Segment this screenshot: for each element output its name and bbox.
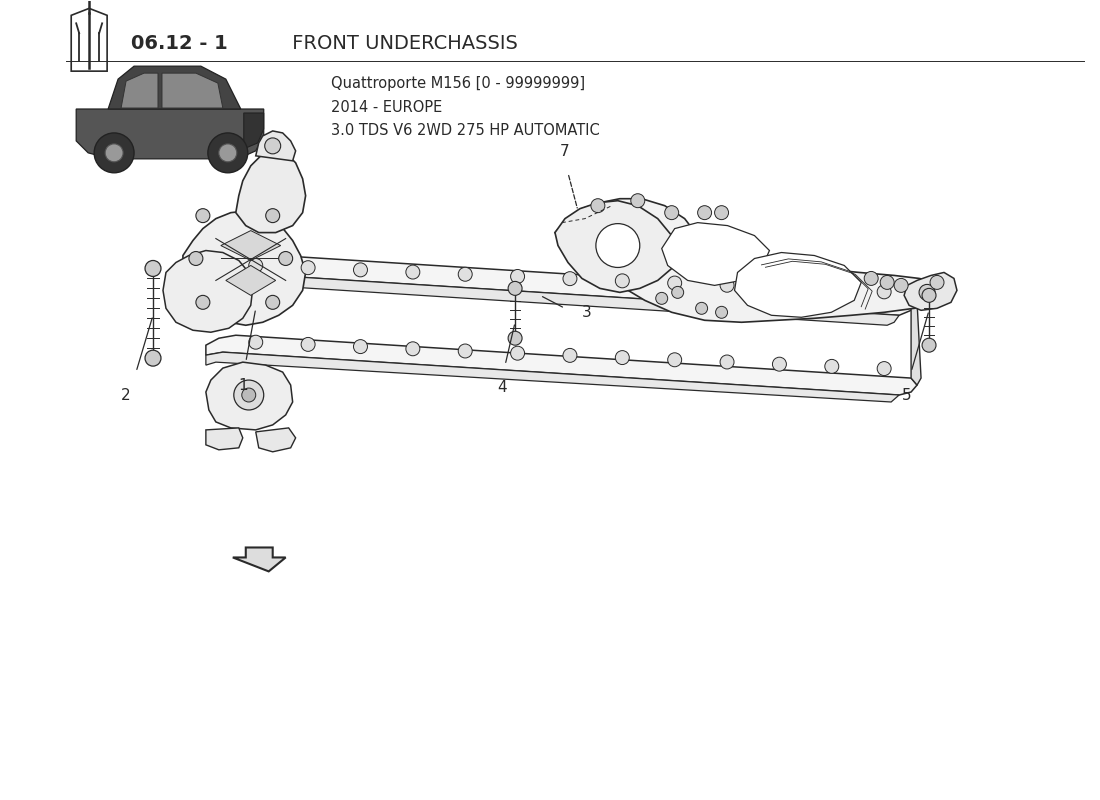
Circle shape [242,388,255,402]
Circle shape [615,274,629,288]
Circle shape [877,285,891,299]
Polygon shape [255,131,296,161]
Polygon shape [76,109,264,159]
Circle shape [196,295,210,310]
Text: 06.12 - 1: 06.12 - 1 [131,34,228,53]
Circle shape [510,346,525,360]
Circle shape [922,338,936,352]
Circle shape [825,282,839,297]
Circle shape [106,144,123,162]
Circle shape [406,265,420,279]
Circle shape [672,286,684,298]
Text: FRONT UNDERCHASSIS: FRONT UNDERCHASSIS [286,34,517,53]
Polygon shape [108,66,241,109]
Text: 3: 3 [582,305,592,320]
Polygon shape [206,273,899,326]
Text: Quattroporte M156 [0 - 99999999]: Quattroporte M156 [0 - 99999999] [331,76,585,90]
Circle shape [720,355,734,369]
Text: 1: 1 [238,378,248,393]
Circle shape [208,133,248,173]
Circle shape [196,209,210,222]
Circle shape [301,261,315,274]
Circle shape [510,270,525,283]
Polygon shape [244,113,264,149]
Polygon shape [556,201,678,292]
Polygon shape [662,222,769,286]
Polygon shape [226,266,276,295]
Circle shape [656,292,668,304]
Circle shape [695,302,707,314]
Circle shape [563,272,576,286]
Circle shape [508,282,522,295]
Circle shape [459,344,472,358]
Circle shape [266,295,279,310]
Circle shape [278,251,293,266]
Circle shape [353,263,367,277]
Polygon shape [162,73,223,108]
Circle shape [697,206,712,220]
Polygon shape [206,428,243,450]
Polygon shape [233,547,286,571]
Circle shape [630,194,645,208]
Circle shape [145,261,161,277]
Circle shape [249,258,263,273]
Polygon shape [206,335,917,395]
Polygon shape [206,352,899,402]
Circle shape [772,281,786,294]
Circle shape [930,275,944,290]
Polygon shape [904,273,957,310]
Polygon shape [911,295,921,385]
Circle shape [920,285,935,300]
Circle shape [249,335,263,349]
Circle shape [668,353,682,366]
Circle shape [615,350,629,365]
Circle shape [894,278,909,292]
Text: 2: 2 [121,388,131,403]
Circle shape [772,357,786,371]
Circle shape [406,342,420,356]
Polygon shape [202,253,914,315]
Text: 4: 4 [497,380,507,395]
Polygon shape [206,362,293,430]
Polygon shape [163,250,253,332]
Polygon shape [183,210,306,326]
Circle shape [922,288,936,302]
Circle shape [865,271,878,286]
Circle shape [353,340,367,354]
Circle shape [189,251,202,266]
Circle shape [95,133,134,173]
Circle shape [266,209,279,222]
Circle shape [668,276,682,290]
Circle shape [234,380,264,410]
Polygon shape [255,428,296,452]
Circle shape [720,278,734,292]
Polygon shape [121,73,158,108]
Polygon shape [221,230,280,261]
Circle shape [877,362,891,375]
Circle shape [508,331,522,345]
Circle shape [664,206,679,220]
Circle shape [301,338,315,351]
Text: 7: 7 [560,144,570,159]
Circle shape [596,224,640,267]
Circle shape [459,267,472,282]
Circle shape [219,144,236,162]
Circle shape [591,198,605,213]
Text: 3.0 TDS V6 2WD 275 HP AUTOMATIC: 3.0 TDS V6 2WD 275 HP AUTOMATIC [331,123,600,138]
Circle shape [563,349,576,362]
Text: 5: 5 [902,388,912,403]
Circle shape [715,206,728,220]
Text: 2014 - EUROPE: 2014 - EUROPE [331,99,442,114]
Circle shape [145,350,161,366]
Polygon shape [735,253,861,318]
Circle shape [880,275,894,290]
Polygon shape [235,151,306,233]
Polygon shape [556,198,944,322]
Circle shape [825,359,839,374]
Circle shape [265,138,280,154]
Circle shape [716,306,727,318]
